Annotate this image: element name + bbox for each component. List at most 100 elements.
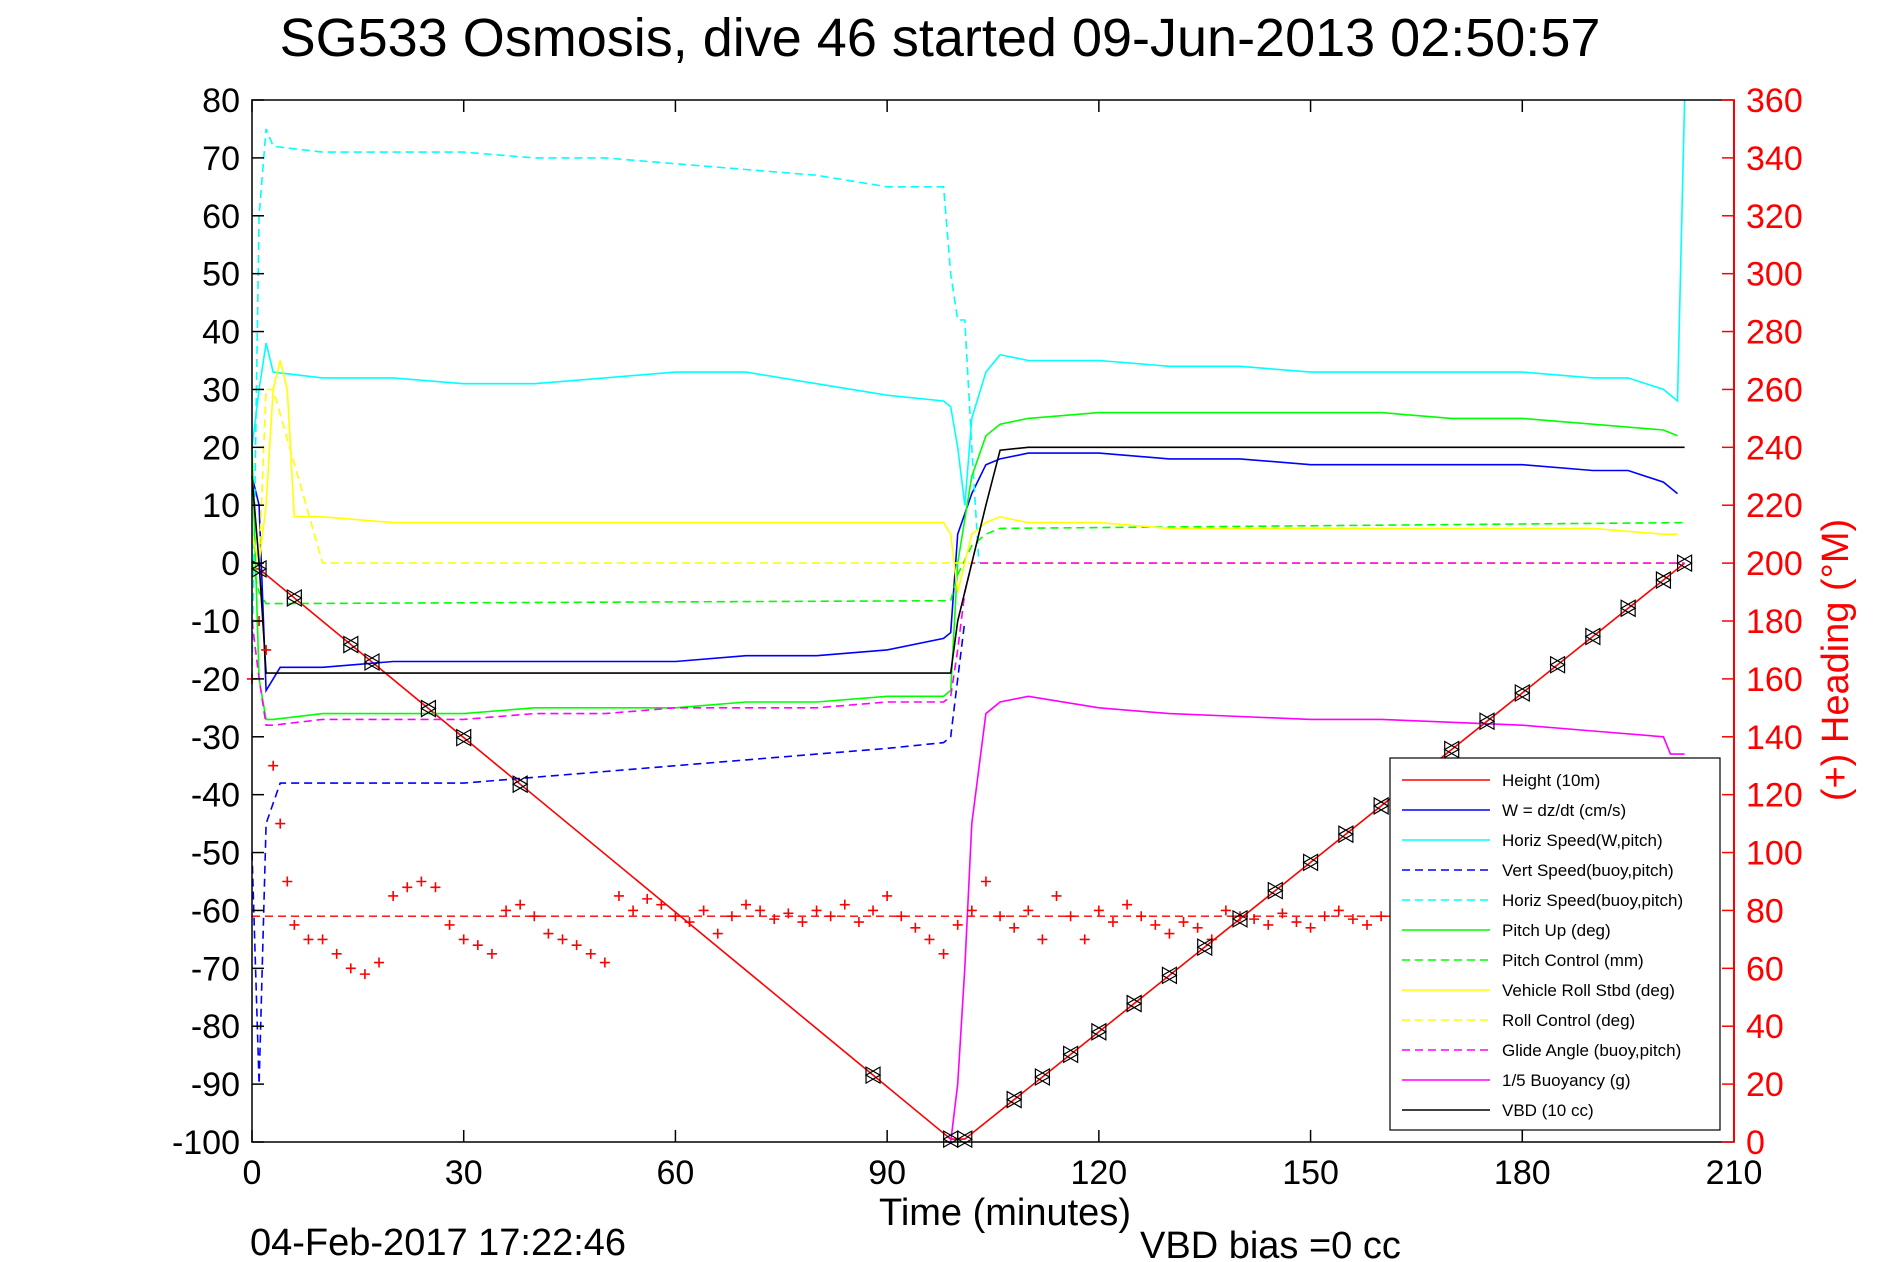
y-tick-label: -60	[191, 892, 240, 930]
height-marker	[511, 775, 529, 794]
y-tick-label: -40	[191, 777, 240, 815]
heading-point	[1009, 922, 1020, 933]
heading-point	[268, 760, 279, 771]
series-line-pitch-control-mm	[251, 521, 1685, 605]
height-marker	[1034, 1067, 1051, 1087]
y2-tick-label: 120	[1746, 777, 1803, 815]
y2-tick-label: 100	[1746, 835, 1803, 873]
heading-point	[1178, 917, 1189, 928]
y-tick-label: 80	[202, 82, 240, 120]
y2-tick-label: 360	[1746, 82, 1803, 120]
x-tick-label: 210	[1706, 1154, 1763, 1192]
height-marker	[1196, 938, 1213, 957]
y2-tick-label: 260	[1746, 371, 1803, 409]
y-tick-label: -90	[191, 1066, 240, 1104]
heading-point	[938, 948, 949, 959]
chart-title: SG533 Osmosis, dive 46 started 09-Jun-20…	[280, 8, 1601, 68]
y2-tick-label: 40	[1746, 1008, 1784, 1046]
heading-point	[515, 899, 526, 910]
heading-point	[628, 905, 639, 916]
series-line-roll-control-deg	[252, 388, 1678, 564]
y-tick-label: 10	[202, 487, 240, 525]
heading-point	[670, 911, 681, 922]
heading-point	[444, 919, 455, 930]
heading-point	[472, 940, 483, 951]
heading-point	[966, 905, 977, 916]
y-tick-label: 40	[202, 314, 240, 352]
heading-point	[769, 914, 780, 925]
legend-label-height-10m: Height (10m)	[1502, 771, 1600, 790]
heading-point	[430, 882, 441, 893]
y-tick-label: -50	[191, 835, 240, 873]
heading-point	[1164, 928, 1175, 939]
height-marker	[1267, 881, 1284, 900]
heading-point	[825, 911, 836, 922]
height-marker	[342, 635, 360, 654]
heading-point	[1347, 914, 1358, 925]
y-tick-label: -100	[172, 1124, 240, 1162]
heading-point	[317, 934, 328, 945]
height-marker	[1478, 712, 1496, 731]
heading-point	[543, 928, 554, 939]
y2-tick-label: 60	[1746, 950, 1784, 988]
heading-point	[1136, 911, 1147, 922]
height-marker	[1090, 1022, 1108, 1041]
height-marker	[286, 588, 303, 608]
y2-tick-label: 220	[1746, 487, 1803, 525]
y2-tick-label: 0	[1746, 1124, 1765, 1162]
legend-label-roll-control-deg: Roll Control (deg)	[1502, 1011, 1635, 1030]
axes: 0 30 60 90 120 150 180 210-100-90-80-70-60-50-4…	[172, 82, 1803, 1192]
height-marker	[1372, 796, 1390, 815]
y2-tick-label: 200	[1746, 545, 1803, 583]
heading-point	[1150, 919, 1161, 930]
y2-tick-label: 240	[1746, 429, 1803, 467]
heading-point	[1093, 905, 1104, 916]
height-marker	[1443, 740, 1460, 759]
height-marker	[1161, 966, 1178, 985]
heading-point	[1376, 911, 1387, 922]
height-marker	[1062, 1045, 1079, 1064]
y2-axis-label: (+) Heading (°M)	[1815, 519, 1857, 801]
height-marker	[1337, 825, 1355, 844]
heading-point	[1249, 914, 1260, 925]
heading-point	[741, 899, 751, 910]
heading-point	[282, 876, 293, 887]
x-tick-label: 60	[657, 1154, 695, 1192]
series-line-horiz-speed-buoy-pitch	[251, 128, 980, 679]
height-marker	[363, 652, 381, 672]
y-tick-label: 0	[221, 545, 240, 583]
heading-point	[486, 948, 497, 959]
legend-box	[1389, 757, 1721, 1131]
heading-point	[402, 882, 413, 893]
height-marker	[455, 728, 472, 747]
heading-point	[585, 948, 596, 959]
y2-tick-label: 280	[1746, 314, 1803, 352]
series-line-pitch-up-deg	[251, 411, 1678, 721]
y2-tick-label: 320	[1746, 198, 1803, 236]
legend-label-glide-angle-buoy-pitch: Glide Angle (buoy,pitch)	[1502, 1041, 1681, 1060]
x-axis-label: Time (minutes)	[879, 1192, 1131, 1234]
heading-point	[952, 919, 963, 930]
heading-point	[458, 934, 469, 945]
heading-point	[995, 911, 1006, 922]
plot-area	[247, 99, 1693, 1149]
legend-label-horiz-speed-w-pitch: Horiz Speed(W,pitch)	[1502, 831, 1663, 850]
y-tick-label: -70	[191, 950, 240, 988]
heading-point	[1192, 922, 1203, 933]
legend-label-pitch-control-mm: Pitch Control (mm)	[1502, 951, 1644, 970]
heading-point	[345, 963, 356, 974]
heading-point	[1362, 919, 1373, 930]
heading-point	[501, 905, 512, 916]
y2-tick-label: 140	[1746, 719, 1803, 757]
heading-point	[656, 899, 667, 910]
heading-point	[811, 905, 822, 916]
y2-tick-label: 180	[1746, 603, 1803, 641]
legend-label-vert-speed-buoy-pitch: Vert Speed(buoy,pitch)	[1502, 861, 1674, 880]
height-marker	[864, 1066, 882, 1085]
height-marker	[1231, 909, 1249, 928]
footer-date: 04-Feb-2017 17:22:46	[250, 1222, 626, 1262]
x-tick-label: 0	[243, 1154, 262, 1192]
legend-label-w-dz-dt-cm-s: W = dz/dt (cm/s)	[1502, 801, 1626, 820]
y-tick-label: 50	[202, 256, 240, 294]
heading-point	[1291, 917, 1302, 928]
